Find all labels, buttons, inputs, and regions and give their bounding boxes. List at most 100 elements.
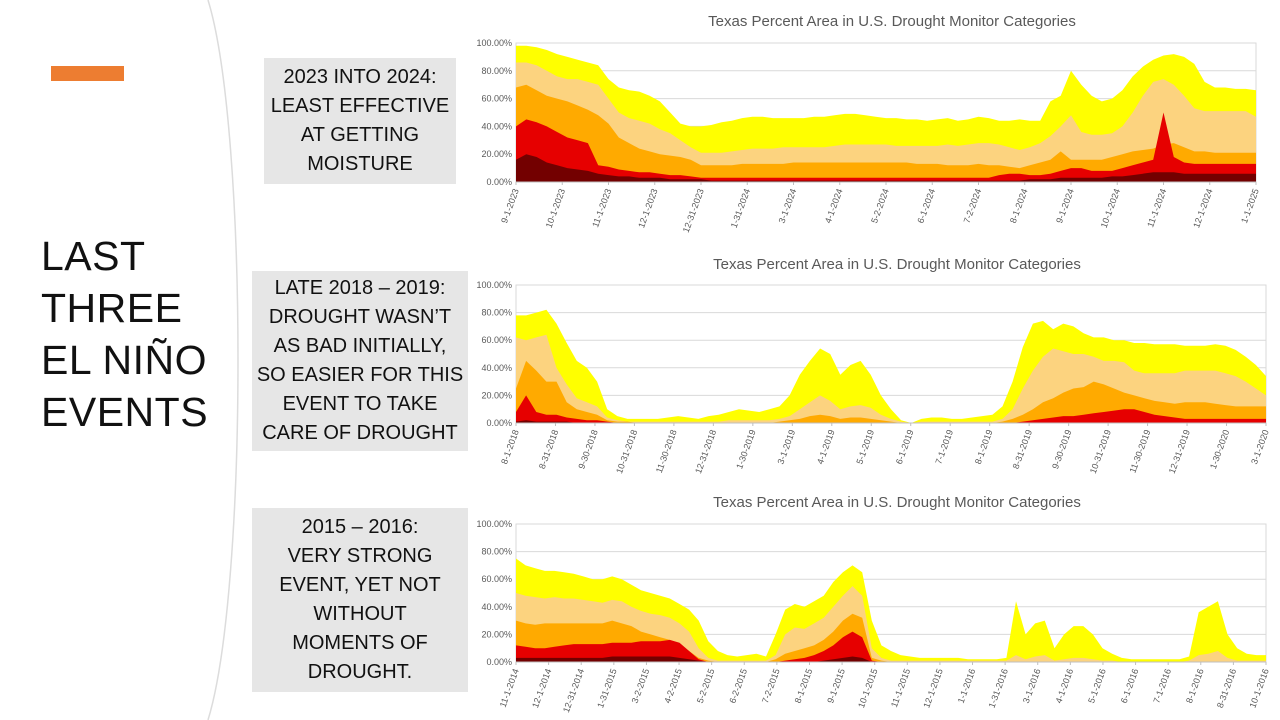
x-tick-label: 3-1-2020: [1249, 428, 1271, 465]
x-tick-label: 12-1-2015: [921, 667, 944, 709]
slide-title: LAST THREE EL NIÑO EVENTS: [41, 230, 241, 438]
x-tick-label: 10-1-2023: [544, 187, 567, 229]
area-series-1: [516, 62, 1256, 182]
x-tick-label: 8-31-2019: [1011, 428, 1034, 470]
caption-line: 2015 – 2016:: [301, 516, 419, 538]
y-tick-label: 60.00%: [481, 574, 512, 584]
caption-line: CARE OF DROUGHT: [262, 422, 458, 444]
x-tick-label: 12-31-2018: [693, 428, 718, 475]
caption-line: LATE 2018 – 2019:: [274, 277, 446, 299]
y-tick-label: 0.00%: [486, 418, 512, 428]
y-tick-label: 40.00%: [481, 121, 512, 131]
caption-line: WITHOUT: [313, 603, 407, 625]
caption-line: EVENT, YET NOT: [279, 574, 441, 596]
slide-title-line: THREE: [41, 285, 183, 331]
caption-line: MOMENTS OF: [292, 632, 428, 654]
x-tick-label: 11-1-2023: [590, 187, 613, 228]
x-tick-label: 11-1-2015: [889, 667, 912, 708]
caption-line: DROUGHT.: [307, 661, 413, 683]
x-tick-label: 4-1-2016: [1054, 667, 1076, 704]
x-tick-label: 4-2-2015: [662, 667, 684, 704]
x-tick-label: 9-1-2024: [1054, 187, 1076, 224]
chart-title: Texas Percent Area in U.S. Drought Monit…: [713, 256, 1081, 273]
x-tick-label: 3-2-2015: [630, 667, 652, 704]
caption-line: SO EASIER FOR THIS: [256, 364, 464, 386]
x-tick-label: 10-31-2019: [1088, 428, 1113, 475]
x-tick-label: 11-1-2014: [498, 667, 521, 708]
chart-title: Texas Percent Area in U.S. Drought Monit…: [708, 13, 1076, 30]
caption-2023-2024: 2023 INTO 2024: LEAST EFFECTIVE AT GETTI…: [264, 58, 456, 184]
x-tick-label: 8-1-2019: [973, 428, 995, 465]
x-tick-label: 6-1-2019: [894, 428, 916, 465]
x-tick-label: 9-1-2015: [825, 667, 847, 704]
area-series-3: [516, 395, 1266, 423]
x-tick-label: 10-31-2018: [614, 428, 639, 475]
slide-title-line: LAST: [41, 233, 146, 279]
slide-title-line: EL NIÑO: [41, 337, 208, 383]
x-tick-label: 11-30-2018: [654, 428, 679, 474]
caption-line: VERY STRONG: [287, 545, 433, 567]
y-tick-label: 100.00%: [476, 38, 512, 48]
x-tick-label: 7-2-2024: [962, 187, 984, 224]
x-tick-label: 3-1-2016: [1021, 667, 1043, 704]
y-tick-label: 80.00%: [481, 308, 512, 318]
x-tick-label: 3-1-2024: [777, 187, 799, 224]
x-tick-label: 1-1-2016: [956, 667, 978, 704]
x-tick-label: 9-1-2023: [499, 187, 521, 224]
x-tick-label: 1-1-2025: [1239, 187, 1261, 224]
y-tick-label: 20.00%: [481, 149, 512, 159]
x-tick-label: 12-1-2014: [530, 667, 553, 709]
y-tick-label: 40.00%: [481, 602, 512, 612]
caption-line: DROUGHT WASN’T: [268, 306, 452, 328]
x-tick-label: 5-1-2016: [1086, 667, 1108, 704]
x-tick-label: 12-1-2024: [1191, 187, 1214, 229]
y-tick-label: 20.00%: [481, 390, 512, 400]
x-tick-label: 7-1-2016: [1151, 667, 1173, 704]
caption-line: 2023 INTO 2024:: [283, 66, 437, 88]
x-tick-label: 8-31-2016: [1215, 667, 1238, 709]
accent-bar: [51, 66, 124, 81]
area-series-4: [516, 656, 1266, 662]
drought-chart-2023-2024: Texas Percent Area in U.S. Drought Monit…: [476, 13, 1261, 234]
caption-line: AT GETTING: [300, 124, 420, 146]
x-tick-label: 1-31-2015: [595, 667, 618, 709]
x-tick-label: 10-1-2016: [1247, 667, 1270, 709]
y-tick-label: 0.00%: [486, 177, 512, 187]
drought-chart-2015-2016: Texas Percent Area in U.S. Drought Monit…: [476, 494, 1270, 714]
x-tick-label: 10-1-2015: [856, 667, 879, 709]
y-tick-label: 80.00%: [481, 66, 512, 76]
x-tick-label: 6-1-2016: [1119, 667, 1141, 704]
x-tick-label: 1-30-2019: [734, 428, 757, 470]
x-tick-label: 8-1-2015: [793, 667, 815, 704]
y-tick-label: 100.00%: [476, 280, 512, 290]
x-tick-label: 6-1-2024: [915, 187, 937, 224]
area-series-4: [516, 154, 1256, 182]
x-tick-label: 10-1-2024: [1099, 187, 1122, 229]
y-tick-label: 100.00%: [476, 519, 512, 529]
slide-title-line: EVENTS: [41, 389, 209, 435]
x-tick-label: 4-1-2024: [823, 187, 845, 224]
x-tick-label: 5-2-2015: [695, 667, 717, 704]
y-tick-label: 20.00%: [481, 629, 512, 639]
y-tick-label: 0.00%: [486, 657, 512, 667]
x-tick-label: 12-31-2014: [561, 667, 586, 714]
area-series-0: [516, 558, 1266, 662]
x-tick-label: 8-31-2018: [537, 428, 560, 470]
caption-2015-2016: 2015 – 2016: VERY STRONG EVENT, YET NOT …: [252, 508, 468, 692]
caption-line: AS BAD INITIALLY,: [273, 335, 447, 357]
caption-line: EVENT TO TAKE: [282, 393, 438, 415]
x-tick-label: 8-1-2016: [1184, 667, 1206, 704]
drought-chart-2018-2019: Texas Percent Area in U.S. Drought Monit…: [476, 256, 1271, 475]
x-tick-label: 11-1-2024: [1145, 187, 1168, 228]
x-tick-label: 12-31-2023: [681, 187, 706, 234]
caption-line: MOISTURE: [307, 153, 413, 175]
x-tick-label: 1-31-2016: [987, 667, 1010, 709]
x-tick-label: 5-2-2024: [869, 187, 891, 224]
x-tick-label: 1-30-2020: [1208, 428, 1231, 470]
x-tick-label: 12-31-2019: [1167, 428, 1192, 475]
y-tick-label: 60.00%: [481, 335, 512, 345]
y-tick-label: 40.00%: [481, 363, 512, 373]
x-tick-label: 4-1-2019: [815, 428, 837, 465]
